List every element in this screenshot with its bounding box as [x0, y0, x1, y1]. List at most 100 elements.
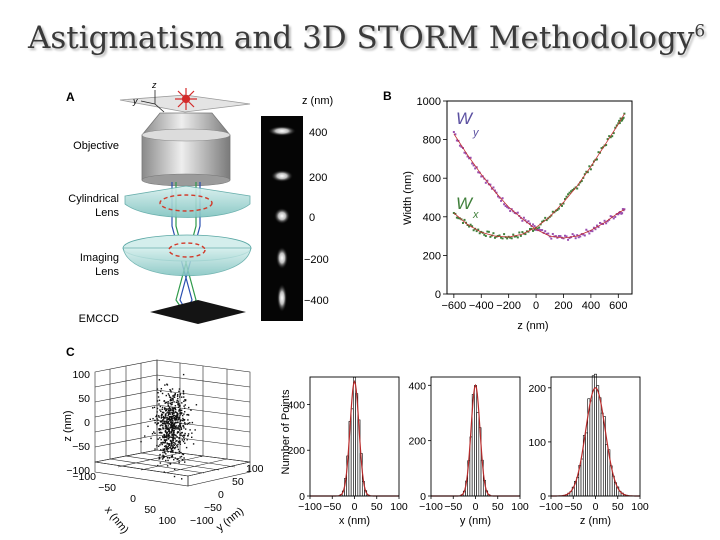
localization-point: [162, 454, 164, 457]
width-data-point: [557, 235, 560, 238]
width-data-point: [498, 234, 501, 237]
localization-point: [170, 451, 172, 453]
localization-point: [167, 415, 169, 417]
localization-point: [179, 456, 181, 458]
localization-point: [194, 429, 196, 431]
cube-z-tick: 0: [84, 417, 90, 429]
cube-xlabel: x (nm): [102, 504, 131, 536]
localization-point: [176, 432, 179, 434]
cube-y-tick: −100: [190, 515, 214, 527]
localization-point: [172, 425, 174, 427]
localization-point: [179, 443, 182, 445]
localization-point: [173, 468, 176, 470]
localization-point: [173, 433, 175, 436]
localization-point: [163, 422, 166, 425]
width-data-point: [463, 218, 466, 221]
localization-point: [165, 436, 167, 439]
localization-point: [166, 412, 168, 414]
localization-point: [184, 432, 186, 435]
width-data-point: [577, 236, 580, 239]
localization-point: [161, 458, 164, 460]
width-data-point: [465, 152, 468, 155]
localization-point: [171, 422, 173, 424]
localization-point: [164, 413, 167, 415]
localization-point: [172, 434, 174, 436]
localization-point: [164, 441, 166, 444]
localization-point: [154, 422, 156, 424]
localization-point: [161, 406, 164, 409]
hist-y-tick-label: 400: [408, 380, 426, 392]
width-data-point: [500, 236, 503, 239]
localization-point: [179, 414, 181, 416]
localization-point: [161, 422, 164, 425]
y-tick-label: 1000: [417, 96, 441, 108]
width-data-point: [528, 228, 531, 231]
width-data-point: [564, 198, 567, 201]
localization-point: [180, 455, 183, 458]
localization-point: [184, 422, 186, 424]
localization-point: [182, 440, 185, 443]
width-data-point: [617, 122, 620, 125]
width-data-point: [527, 230, 530, 233]
cube-y-tick: 0: [218, 489, 224, 501]
cube-zlabel: z (nm): [62, 410, 74, 441]
width-data-point: [501, 197, 504, 200]
localization-point: [175, 415, 178, 418]
localization-point: [170, 445, 172, 447]
imaging-lens: [122, 234, 252, 277]
width-data-point: [509, 236, 512, 239]
localization-point: [170, 391, 172, 393]
localization-point: [172, 408, 174, 410]
width-data-point: [556, 236, 559, 239]
localization-point: [163, 451, 166, 453]
hist-x-tick-label: 0: [593, 501, 599, 513]
localization-point: [171, 447, 173, 449]
localization-point: [178, 388, 181, 390]
emccd-sensor: [150, 300, 246, 324]
localization-point: [173, 401, 175, 403]
localization-point: [182, 417, 184, 420]
localization-point: [169, 447, 172, 449]
width-data-point: [503, 233, 506, 236]
hist-x-tick-label: 50: [371, 501, 383, 513]
localization-point: [172, 451, 174, 453]
localization-point: [156, 414, 158, 416]
localization-point: [172, 415, 174, 418]
localization-point: [172, 446, 174, 448]
localization-point: [181, 396, 183, 398]
localization-point: [165, 435, 167, 437]
localization-point: [171, 455, 174, 458]
localization-point: [174, 419, 176, 421]
width-data-point: [525, 230, 528, 233]
localization-point: [166, 383, 168, 385]
width-data-point: [486, 230, 489, 233]
cube-x-tick: −100: [72, 471, 96, 483]
localization-point: [166, 422, 168, 424]
histogram-bar: [585, 432, 589, 497]
hist-y-tick-label: 200: [408, 436, 426, 448]
localization-point: [167, 443, 169, 445]
width-data-point: [606, 138, 609, 141]
width-data-point: [533, 225, 536, 228]
localization-point: [175, 418, 178, 420]
localization-point: [168, 394, 170, 397]
localization-point: [156, 415, 158, 417]
localization-point: [174, 418, 177, 420]
localization-point: [166, 442, 168, 444]
localization-point: [171, 434, 173, 436]
localization-point: [176, 446, 179, 448]
localization-point: [174, 434, 177, 436]
width-data-point: [544, 216, 547, 219]
width-data-point: [567, 238, 570, 241]
hist-x-tick-label: 0: [352, 501, 358, 513]
localization-point: [178, 418, 180, 420]
localization-point: [156, 423, 158, 425]
localization-point: [178, 452, 181, 454]
width-data-point: [614, 126, 617, 129]
x-tick-label: −400: [469, 300, 494, 312]
localization-point: [164, 429, 167, 432]
localization-point: [160, 442, 162, 444]
localization-point: [160, 416, 163, 418]
width-data-point: [550, 237, 553, 240]
